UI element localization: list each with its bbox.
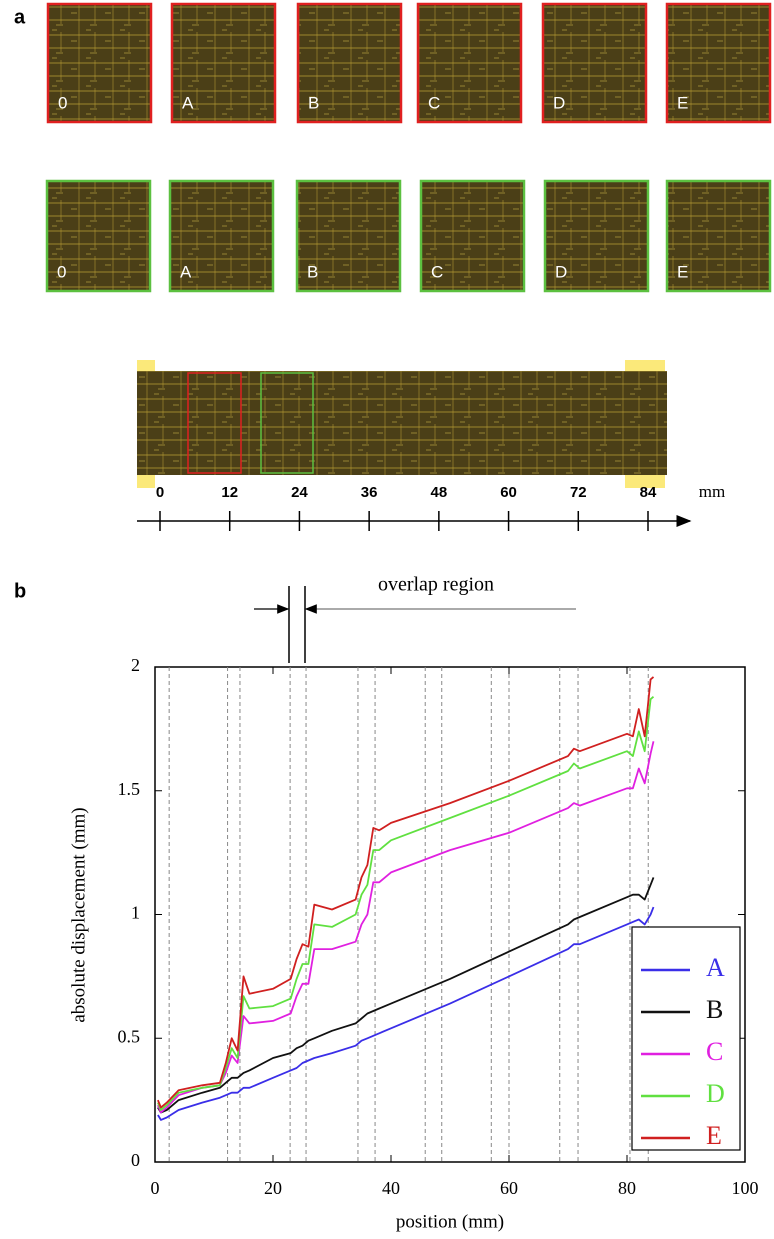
legend	[631, 926, 741, 1151]
panel-label: a	[14, 6, 26, 28]
scale-label: 60	[500, 484, 517, 501]
x-tick-label: 40	[382, 1178, 400, 1198]
annotation: overlap region	[378, 574, 494, 596]
legend-label: C	[706, 1037, 723, 1066]
photo-label: A	[180, 262, 192, 281]
scale-label: 84	[640, 484, 657, 501]
photo-label: B	[307, 262, 318, 281]
photo-label: B	[308, 93, 319, 112]
scale-label: 24	[291, 484, 308, 501]
photo-label: E	[677, 262, 688, 281]
photo	[541, 2, 648, 124]
photo	[665, 2, 772, 124]
photo	[296, 2, 403, 124]
photo-label: D	[555, 262, 567, 281]
series-line	[157, 741, 655, 1114]
x-tick-label: 0	[151, 1178, 160, 1198]
scale-label: 0	[156, 484, 164, 501]
legend-label: A	[706, 953, 725, 982]
green-region	[260, 372, 314, 474]
photo-label: D	[553, 93, 565, 112]
scale-label: 12	[221, 484, 238, 501]
y-axis-label: absolute displacement (mm)	[68, 807, 89, 1022]
y-tick-label: 0.5	[118, 1026, 141, 1046]
y-tick-label: 1	[131, 903, 140, 923]
scale-label: 48	[431, 484, 448, 501]
y-tick-label: 0	[131, 1150, 140, 1170]
legend-label: D	[706, 1079, 725, 1108]
scale-label: 36	[361, 484, 378, 501]
specimen-strip	[137, 371, 667, 475]
red-region	[187, 372, 242, 474]
photo	[295, 179, 402, 293]
x-tick-label: 80	[618, 1178, 636, 1198]
photo	[665, 179, 772, 293]
photo-label: C	[431, 262, 443, 281]
scale-unit: mm	[699, 482, 725, 501]
legend-label: E	[706, 1121, 722, 1150]
photo	[45, 179, 152, 293]
x-tick-label: 100	[732, 1178, 759, 1198]
x-axis-label: position (mm)	[396, 1211, 504, 1232]
series-line	[157, 676, 655, 1109]
photo	[170, 2, 277, 124]
photo-label: 0	[58, 93, 67, 112]
series-line	[157, 906, 655, 1121]
photo-label: A	[182, 93, 194, 112]
scale-label: 72	[570, 484, 587, 501]
photo	[543, 179, 650, 293]
photo	[168, 179, 275, 293]
x-tick-label: 60	[500, 1178, 518, 1198]
photo	[419, 179, 526, 293]
y-tick-label: 2	[131, 655, 140, 675]
photo	[416, 2, 523, 124]
series-line	[157, 696, 655, 1111]
x-tick-label: 20	[264, 1178, 282, 1198]
y-tick-label: 1.5	[118, 779, 141, 799]
series-line	[157, 877, 655, 1114]
photo	[46, 2, 153, 124]
panel-label: b	[14, 580, 26, 602]
photo-label: E	[677, 93, 688, 112]
photo-label: C	[428, 93, 440, 112]
photo-label: 0	[57, 262, 66, 281]
legend-label: B	[706, 995, 723, 1024]
